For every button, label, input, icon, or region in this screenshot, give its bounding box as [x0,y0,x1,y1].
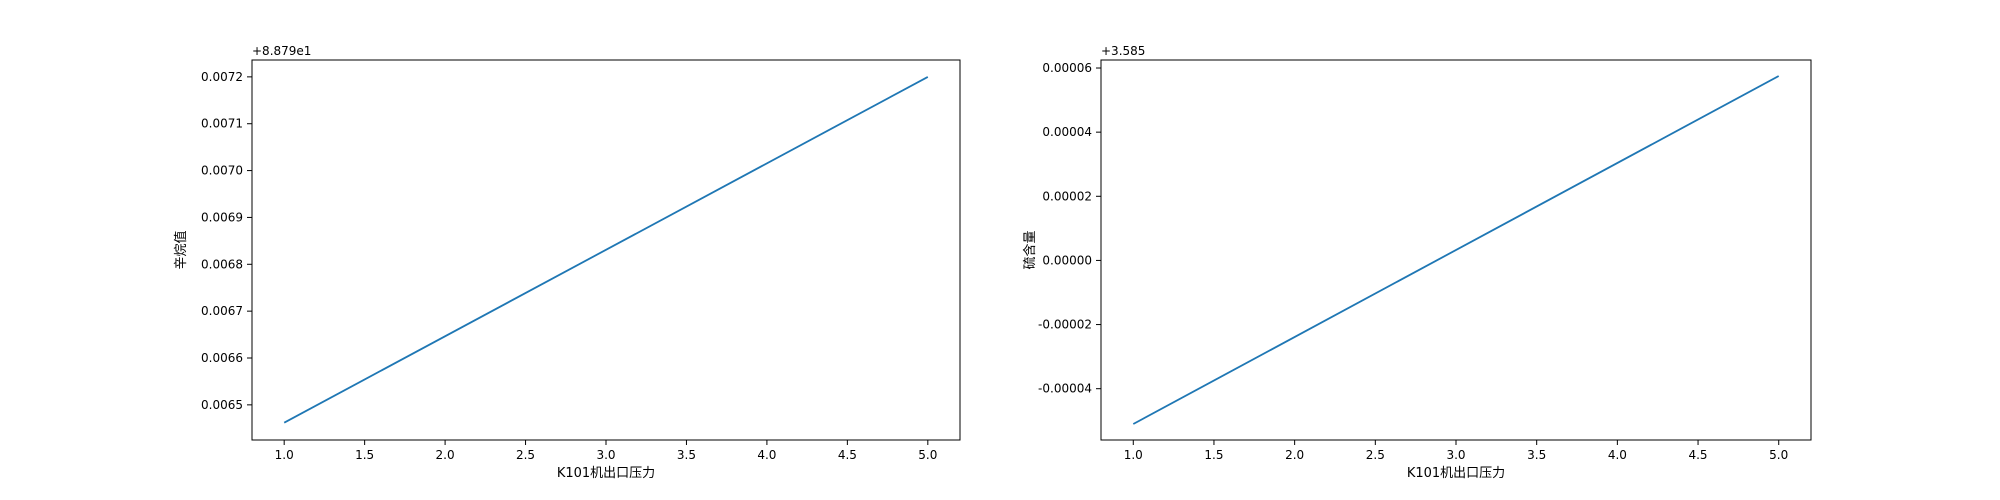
x-tick-label: 2.5 [1366,448,1385,462]
x-tick-label: 5.0 [918,448,937,462]
x-axis-label: K101机出口压力 [1407,466,1505,481]
x-tick-label: 3.5 [1527,448,1546,462]
y-tick-label: 0.00006 [1042,61,1092,75]
y-tick-label: -0.00002 [1038,318,1092,332]
y-tick-label: 0.0068 [201,257,243,271]
x-axis-label: K101机出口压力 [557,466,655,481]
x-tick-label: 3.0 [1446,448,1465,462]
x-tick-label: 2.5 [516,448,535,462]
y-tick-label: -0.00004 [1038,382,1092,396]
y-tick-label: 0.0069 [201,210,243,224]
x-tick-label: 1.5 [355,448,374,462]
y-tick-label: 0.0070 [201,164,243,178]
y-tick-label: 0.0072 [201,70,243,84]
y-tick-label: 0.0066 [201,351,243,365]
y-tick-label: 0.00004 [1042,125,1092,139]
x-tick-label: 4.0 [757,448,776,462]
y-offset-label: +3.585 [1101,44,1145,58]
y-tick-label: 0.00002 [1042,189,1092,203]
series-line [1132,75,1780,425]
x-tick-label: 1.0 [1124,448,1143,462]
x-tick-label: 1.5 [1204,448,1223,462]
x-tick-label: 5.0 [1769,448,1788,462]
y-axis-label: 辛烷值 [173,230,189,269]
x-tick-label: 2.0 [1285,448,1304,462]
y-tick-label: 0.0065 [201,398,243,412]
x-tick-label: 4.5 [1688,448,1707,462]
y-tick-label: 0.0071 [201,117,243,131]
x-tick-label: 4.0 [1608,448,1627,462]
x-tick-label: 2.0 [436,448,455,462]
series-line [283,76,929,424]
y-axis-label: 硫含量 [1022,230,1038,269]
chart-left: 1.0 1.5 2.0 2.5 3.0 3.5 4.0 4.5 5.0 0.0065 0.0066 0… [173,44,961,481]
x-tick-label: 3.5 [677,448,696,462]
y-offset-label: +8.879e1 [252,44,311,58]
y-tick-label: 0.0067 [201,304,243,318]
x-tick-label: 1.0 [275,448,294,462]
chart-right: 1.0 1.5 2.0 2.5 3.0 3.5 4.0 4.5 5.0 -0.00004 -0.00… [1022,44,1812,481]
x-tick-label: 4.5 [838,448,857,462]
x-tick-label: 3.0 [596,448,615,462]
y-tick-label: 0.00000 [1042,253,1092,267]
